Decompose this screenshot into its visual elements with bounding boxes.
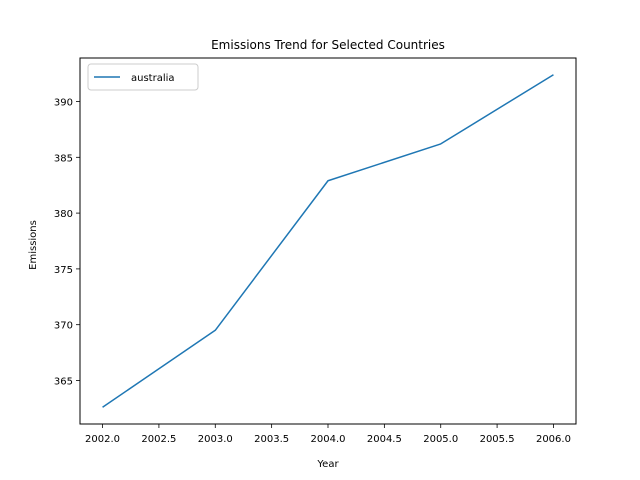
y-axis: 365 370 375 380 385 390 bbox=[54, 98, 80, 387]
legend: australia bbox=[87, 63, 199, 91]
y-tick-label: 365 bbox=[54, 376, 73, 387]
x-tick-label: 2003.0 bbox=[198, 434, 233, 445]
series-layer bbox=[102, 74, 554, 408]
legend-entry-australia: australia bbox=[131, 73, 175, 84]
y-tick-label: 380 bbox=[54, 209, 73, 220]
x-tick-label: 2005.0 bbox=[423, 434, 458, 445]
legend-box bbox=[87, 63, 199, 91]
x-tick-label: 2003.5 bbox=[254, 434, 289, 445]
y-tick-label: 385 bbox=[54, 153, 73, 164]
y-tick-label: 375 bbox=[54, 265, 73, 276]
y-tick-label: 370 bbox=[54, 321, 73, 332]
x-tick-label: 2004.0 bbox=[311, 434, 346, 445]
y-tick-label: 390 bbox=[54, 98, 73, 109]
x-tick-label: 2005.5 bbox=[480, 434, 515, 445]
y-axis-label: Emissions bbox=[28, 220, 39, 270]
series-line-australia bbox=[102, 74, 554, 408]
x-axis: 2002.0 2002.5 2003.0 2003.5 2004.0 2004.5 2005… bbox=[85, 424, 571, 445]
x-axis-label: Year bbox=[316, 459, 339, 470]
x-tick-label: 2006.0 bbox=[536, 434, 571, 445]
x-tick-label: 2002.0 bbox=[85, 434, 120, 445]
x-tick-label: 2004.5 bbox=[367, 434, 402, 445]
x-tick-label: 2002.5 bbox=[141, 434, 176, 445]
chart-title: Emissions Trend for Selected Countries bbox=[211, 38, 445, 52]
